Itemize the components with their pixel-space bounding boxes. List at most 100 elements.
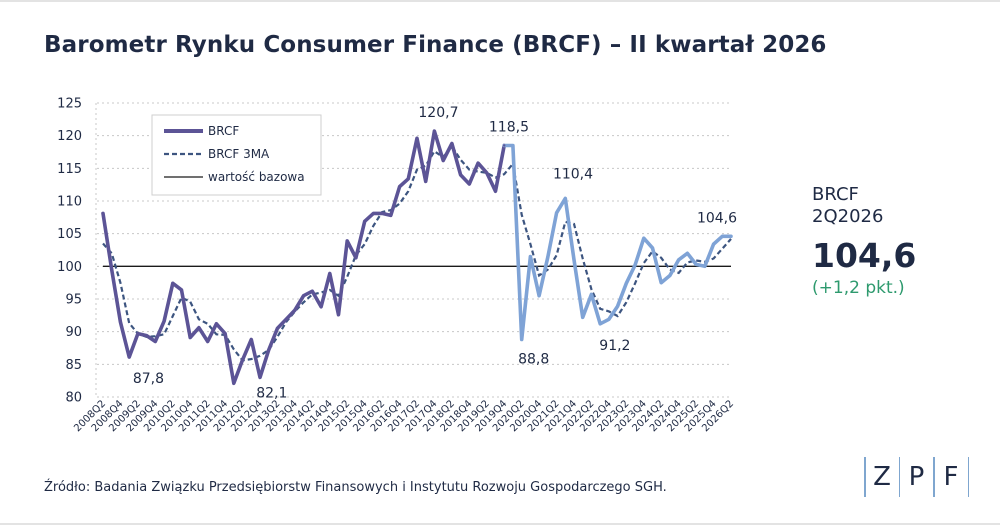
brcf-point — [712, 242, 715, 246]
logo-divider — [933, 457, 935, 497]
data-label: 87,8 — [133, 371, 164, 387]
latest-value-panel: BRCF 2Q2026 104,6 (+1,2 pkt.) — [812, 184, 992, 298]
y-tick-label: 105 — [57, 227, 82, 242]
y-tick-label: 115 — [57, 162, 82, 177]
brcf-point — [415, 137, 419, 140]
brcf-point — [354, 256, 358, 260]
brcf-point — [407, 177, 410, 180]
brcf-point — [154, 340, 157, 343]
chart-title: Barometr Rynku Consumer Finance (BRCF) –… — [44, 32, 827, 58]
logo-divider — [967, 457, 969, 497]
brcf-point — [721, 235, 724, 238]
y-tick-label: 110 — [57, 195, 82, 210]
brcf-point — [468, 182, 471, 186]
frame-top-border — [0, 0, 1000, 2]
series-brcf-3ma-line — [102, 144, 732, 362]
logo-letter-p: P — [908, 462, 925, 492]
brcf-point — [485, 171, 488, 175]
brcf-point — [511, 144, 515, 147]
brcf-point — [433, 129, 436, 133]
legend-label-baseline: wartość bazowa — [208, 170, 305, 184]
brcf-point — [441, 159, 445, 162]
brcf-point — [389, 214, 393, 217]
brcf-point — [625, 282, 628, 285]
source-note: Źródło: Badania Związku Przedsiębiorstw … — [44, 480, 667, 495]
brcf-point — [180, 288, 183, 292]
brcf-point — [694, 263, 698, 266]
brcf-point — [171, 282, 174, 285]
y-tick-label: 80 — [65, 391, 82, 406]
latest-period: 2Q2026 — [812, 206, 884, 227]
brcf-point — [372, 212, 375, 215]
y-axis-tick-labels: 80 85 90 95 100 105 110 115 120 125 — [57, 97, 82, 406]
brcf-point — [607, 318, 611, 321]
brcf-point — [276, 327, 279, 330]
brcf-point — [189, 336, 192, 339]
brcf-point — [346, 239, 349, 243]
brcf-point — [572, 258, 576, 261]
y-tick-label: 100 — [57, 260, 82, 275]
brcf-line-segment-recent — [502, 143, 733, 342]
brcf-point — [729, 235, 733, 238]
brcf-point — [581, 316, 584, 319]
brcf-point — [363, 220, 366, 223]
latest-change: (+1,2 pkt.) — [812, 278, 905, 298]
chart-legend: BRCF BRCF 3MA wartość bazowa — [151, 114, 322, 196]
brcf-point — [293, 308, 297, 312]
logo-letter-f: F — [943, 462, 959, 492]
brcf-point — [136, 332, 140, 335]
brcf-point — [398, 185, 401, 188]
brcf-point — [232, 382, 236, 385]
brcf-point — [250, 338, 253, 341]
data-label: 118,5 — [489, 119, 529, 135]
brcf-point — [590, 293, 593, 296]
brcf-point — [110, 268, 113, 271]
data-label: 88,8 — [518, 352, 549, 368]
brcf-point — [677, 258, 680, 261]
legend-label-brcf: BRCF — [208, 124, 239, 138]
latest-value: 104,6 — [812, 236, 917, 275]
brcf-point — [459, 173, 462, 177]
logo-divider — [864, 457, 866, 497]
brcf-point — [668, 274, 672, 277]
brcf-point — [319, 305, 323, 309]
brcf-point — [564, 197, 567, 200]
brcf-point — [380, 212, 384, 215]
brcf-point — [703, 265, 707, 268]
brcf-point — [537, 294, 541, 297]
series-brcf-points — [101, 129, 733, 385]
brcf-point — [311, 289, 314, 293]
brcf-point — [127, 355, 131, 359]
brcf-point — [642, 237, 645, 240]
brcf-point — [450, 142, 454, 145]
legend-label-brcf-3ma: BRCF 3MA — [208, 147, 270, 161]
brcf-point — [258, 376, 262, 379]
brcf-point — [241, 358, 244, 361]
brcf-point — [616, 304, 619, 308]
brcf-point — [529, 255, 532, 258]
brcf-point — [206, 340, 209, 343]
brcf-point — [284, 318, 288, 321]
brcf-point — [598, 322, 602, 326]
brcf-point — [223, 332, 227, 335]
brcf-point — [503, 144, 506, 147]
brcf-point — [328, 272, 331, 275]
data-label: 91,2 — [599, 338, 630, 354]
brcf-point — [162, 320, 166, 323]
brcf-point — [633, 263, 637, 267]
y-tick-label: 90 — [65, 325, 82, 340]
brcf-point — [145, 334, 148, 337]
brcf-point — [476, 161, 480, 165]
brcf-point — [520, 338, 523, 341]
brcf-point — [337, 313, 340, 316]
brcf-point — [686, 252, 689, 255]
latest-series-name: BRCF — [812, 184, 859, 205]
brcf-point — [555, 211, 558, 214]
brcf-point — [267, 348, 270, 352]
zpf-logo: Z P F — [864, 456, 969, 498]
y-tick-label: 125 — [57, 97, 82, 112]
data-label: 110,4 — [553, 166, 593, 182]
x-axis-tick-labels: 2008Q22008Q42009Q22009Q42010Q22010Q42011… — [72, 398, 736, 434]
brcf-point — [651, 246, 654, 250]
